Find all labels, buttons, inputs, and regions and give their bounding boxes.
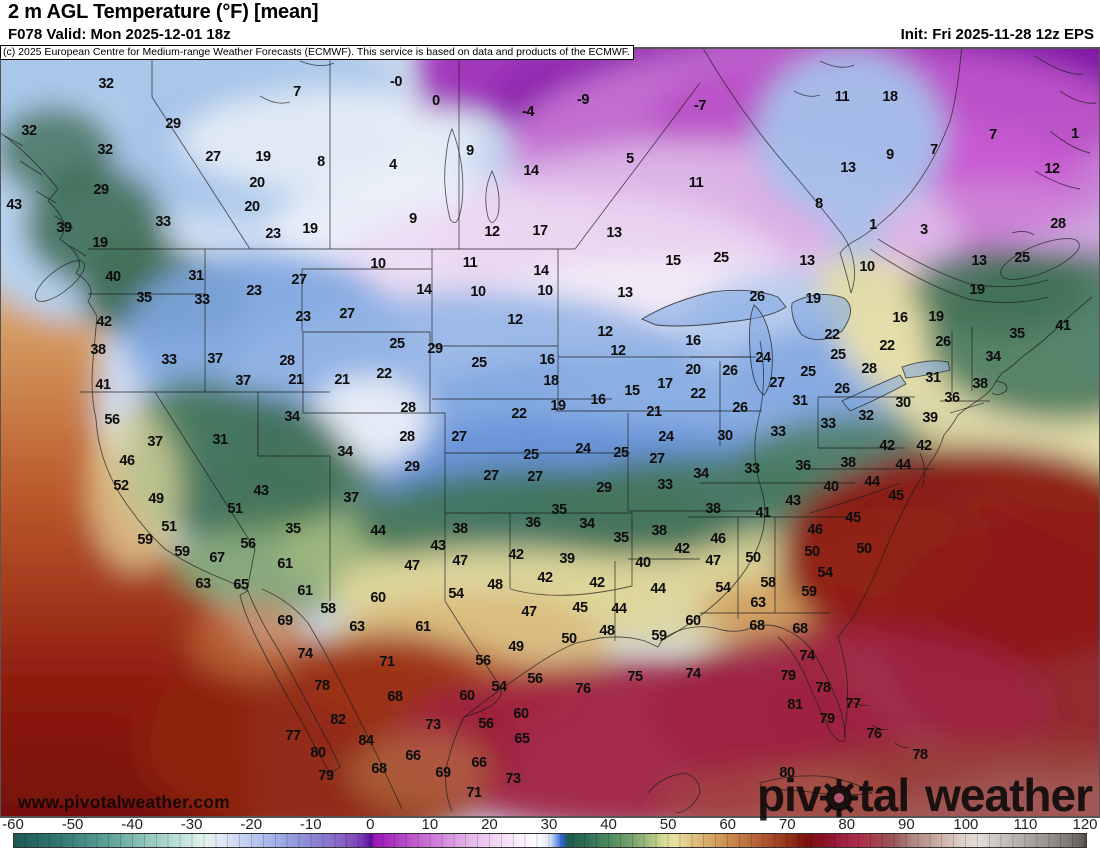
brand-watermark: piv tal weather bbox=[756, 768, 1093, 822]
colorbar-tick: 110 bbox=[1013, 816, 1038, 833]
colorbar-tick: 60 bbox=[719, 816, 736, 833]
colorbar-tick: -40 bbox=[121, 816, 143, 833]
colorbar-tick: 50 bbox=[659, 816, 677, 833]
colorbar-tick: -60 bbox=[2, 816, 24, 833]
brand-text-weather: weather bbox=[925, 769, 1093, 821]
gear-icon bbox=[820, 779, 859, 817]
colorbar-tick: 70 bbox=[778, 816, 796, 833]
great-lakes bbox=[641, 289, 951, 412]
brand-text-piv: piv bbox=[756, 769, 821, 821]
colorbar-tick: -10 bbox=[299, 816, 322, 833]
colorbar-segments bbox=[13, 833, 1087, 848]
colorbar-tick-labels: -60 -50 -40 -30 -20 -10 0 10 20 30 40 50 60 70 80 90 100… bbox=[0, 816, 1100, 833]
page-title: 2 m AGL Temperature (°F) [mean] bbox=[8, 1, 319, 23]
colorbar-tick: 80 bbox=[838, 816, 856, 833]
temperature-map bbox=[0, 47, 1100, 818]
colorbar-tick: 30 bbox=[540, 816, 558, 833]
colorbar-tick: 100 bbox=[953, 816, 979, 833]
colorbar-tick: 90 bbox=[897, 816, 915, 833]
colorbar-gradient bbox=[13, 833, 1087, 848]
coastlines-and-borders bbox=[0, 48, 1097, 814]
colorbar-tick: 0 bbox=[366, 816, 375, 833]
colorbar-tick: 40 bbox=[600, 816, 617, 833]
colorbar-tick: 120 bbox=[1072, 816, 1098, 833]
colorbar-tick: -30 bbox=[180, 816, 203, 833]
colorbar-tick: 20 bbox=[481, 816, 498, 833]
colorbar-tick: -20 bbox=[240, 816, 263, 833]
copyright-strip: (c) 2025 European Centre for Medium-rang… bbox=[0, 45, 634, 60]
colorbar-tick: -50 bbox=[61, 816, 84, 833]
valid-time-label: F078 Valid: Mon 2025-12-01 18z bbox=[8, 26, 231, 43]
brand-text-tal: tal bbox=[858, 769, 910, 821]
init-time-label: Init: Fri 2025-11-28 12z EPS bbox=[900, 26, 1094, 43]
website-watermark: www.pivotalweather.com bbox=[18, 792, 230, 812]
colorbar-tick: 10 bbox=[421, 816, 439, 833]
